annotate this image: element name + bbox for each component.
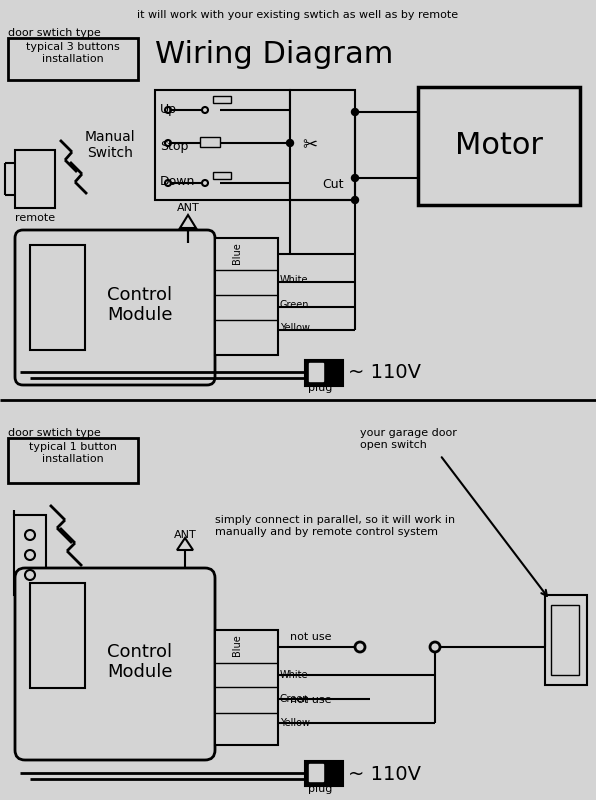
Circle shape: [287, 139, 293, 146]
Text: typical 3 buttons
installation: typical 3 buttons installation: [26, 42, 120, 64]
Text: White: White: [280, 275, 309, 285]
Circle shape: [202, 180, 208, 186]
Bar: [30, 245, 85, 350]
Text: Yellow: Yellow: [280, 323, 310, 333]
Circle shape: [352, 109, 359, 115]
Text: Control
Module: Control Module: [107, 642, 173, 682]
Bar: [309, 764, 323, 781]
Text: ANT: ANT: [176, 203, 200, 213]
Text: Down: Down: [160, 175, 195, 188]
Text: Stop: Stop: [160, 140, 188, 153]
Circle shape: [352, 197, 359, 203]
Text: Manual
Switch: Manual Switch: [85, 130, 135, 160]
Bar: [213, 172, 231, 179]
Text: Wiring Diagram: Wiring Diagram: [155, 40, 393, 69]
Text: Control
Module: Control Module: [107, 286, 173, 325]
Text: White: White: [280, 670, 309, 680]
Bar: [309, 363, 323, 381]
Text: ANT: ANT: [173, 530, 196, 540]
Bar: [551, 605, 579, 675]
Bar: [305, 761, 343, 786]
Text: Green: Green: [280, 300, 309, 310]
FancyBboxPatch shape: [15, 230, 215, 385]
Circle shape: [355, 642, 365, 652]
Circle shape: [165, 107, 171, 113]
Text: Blue: Blue: [232, 634, 242, 656]
Text: door swtich type: door swtich type: [8, 428, 101, 438]
Bar: [418, 87, 580, 205]
Text: Yellow: Yellow: [280, 718, 310, 728]
Bar: [545, 595, 587, 685]
Bar: [305, 360, 343, 386]
FancyBboxPatch shape: [15, 568, 215, 760]
Bar: [155, 90, 290, 200]
Bar: [30, 583, 85, 688]
Text: it will work with your existing swtich as well as by remote: it will work with your existing swtich a…: [138, 10, 458, 20]
Circle shape: [202, 107, 208, 113]
Text: not use: not use: [290, 632, 331, 642]
Text: remote: remote: [15, 213, 55, 223]
Circle shape: [25, 530, 35, 540]
Bar: [213, 96, 231, 103]
Text: Cut: Cut: [322, 178, 343, 191]
Text: plug: plug: [308, 383, 332, 393]
Circle shape: [165, 140, 171, 146]
Text: simply connect in parallel, so it will work in
manually and by remote control sy: simply connect in parallel, so it will w…: [215, 515, 455, 537]
Bar: [8, 438, 138, 483]
Text: ~ 110V: ~ 110V: [348, 765, 421, 783]
Bar: [14, 515, 46, 595]
Bar: [215, 238, 278, 355]
Circle shape: [430, 642, 440, 652]
Text: ~ 110V: ~ 110V: [348, 363, 421, 382]
Text: ✂: ✂: [302, 136, 318, 154]
Text: Motor: Motor: [455, 131, 543, 161]
Circle shape: [25, 570, 35, 580]
Bar: [215, 630, 278, 745]
Text: your garage door
open switch: your garage door open switch: [360, 428, 457, 450]
Bar: [290, 90, 355, 200]
Text: door swtich type: door swtich type: [8, 28, 101, 38]
Text: plug: plug: [308, 784, 332, 794]
Text: typical 1 button
installation: typical 1 button installation: [29, 442, 117, 464]
Text: Green: Green: [280, 694, 309, 704]
Circle shape: [352, 174, 359, 182]
Text: Up: Up: [160, 103, 177, 116]
Bar: [15, 150, 55, 208]
Bar: [200, 137, 220, 147]
Circle shape: [165, 180, 171, 186]
Circle shape: [25, 550, 35, 560]
Text: Blue: Blue: [232, 242, 242, 264]
Text: not use: not use: [290, 695, 331, 705]
Bar: [8, 38, 138, 80]
